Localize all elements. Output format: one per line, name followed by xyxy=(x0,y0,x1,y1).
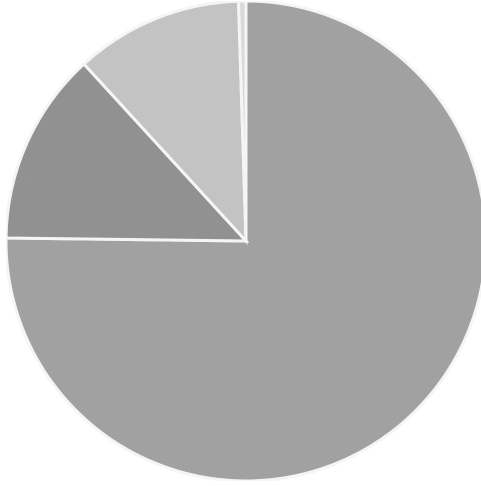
pie-slice-3 xyxy=(81,0,248,245)
pie-slice-4 xyxy=(236,0,248,242)
pie-slice-1 xyxy=(4,0,481,483)
pie-slice-2 xyxy=(4,61,250,243)
pie-slices xyxy=(4,0,481,483)
